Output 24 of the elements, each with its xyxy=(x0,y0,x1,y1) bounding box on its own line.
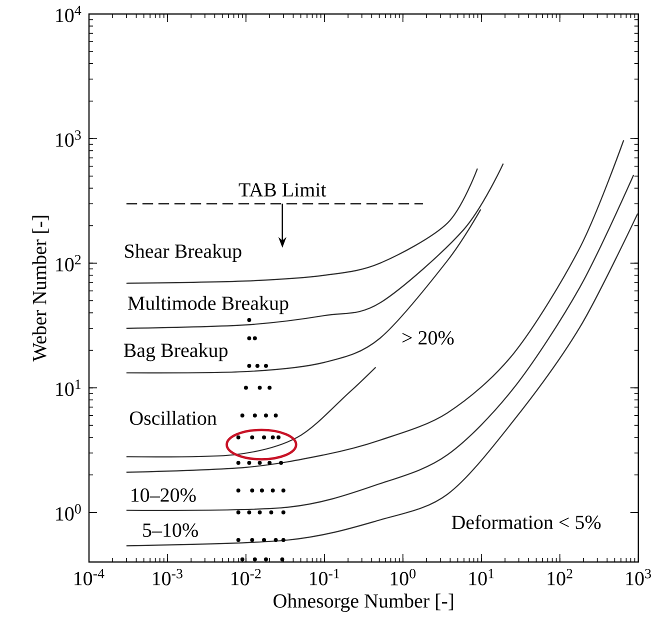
x-tick-label: 10$^{1}$ xyxy=(469,568,494,586)
annotation: Shear Breakup xyxy=(125,244,242,262)
x-tick-label: 10$^{0}$ xyxy=(390,568,416,586)
y-tick-label: 10$^{2}$ xyxy=(56,254,81,272)
annotation: 10–20% xyxy=(132,488,196,502)
y-tick-label: 10$^{1}$ xyxy=(56,380,81,396)
annotation: Multimode Breakup xyxy=(128,296,288,314)
x-tick-label: 10$^{-4}$ xyxy=(74,568,104,586)
x-tick-label: 10$^{3}$ xyxy=(626,568,651,586)
annotation: Deformation < 5% xyxy=(452,514,601,530)
annotation: Bag Breakup xyxy=(124,343,228,362)
x-axis-title: Ohnesorge Number [-] xyxy=(274,594,454,612)
annotation: 5–10% xyxy=(143,523,198,538)
y-tick-label: 10$^{0}$ xyxy=(56,504,81,521)
x-tick-label: 10$^{-1}$ xyxy=(310,568,340,586)
x-tick-label: 10$^{-2}$ xyxy=(232,568,261,586)
annotation: > 20% xyxy=(402,331,454,345)
y-tick-label: 10$^{4}$ xyxy=(56,6,82,22)
y-tick-label: 10$^{3}$ xyxy=(56,130,81,147)
x-tick-label: 10$^{2}$ xyxy=(548,568,572,586)
annotation: Oscillation xyxy=(130,410,217,425)
x-tick-label: 10$^{-3}$ xyxy=(153,568,182,586)
annotation: TAB Limit xyxy=(238,183,326,197)
y-axis-title: Weber Number [-] xyxy=(32,216,49,362)
